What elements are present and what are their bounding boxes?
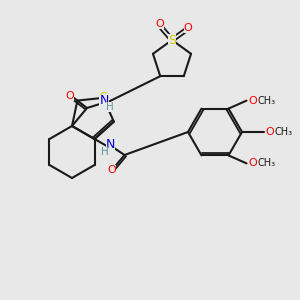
Text: H: H	[100, 147, 108, 157]
Text: N: N	[99, 94, 109, 107]
Text: O: O	[156, 19, 164, 29]
Text: O: O	[248, 96, 257, 106]
Text: CH₃: CH₃	[275, 127, 293, 137]
Text: O: O	[248, 158, 257, 168]
Text: S: S	[99, 92, 107, 104]
Text: CH₃: CH₃	[257, 158, 276, 168]
Text: O: O	[66, 91, 74, 101]
Text: CH₃: CH₃	[257, 96, 276, 106]
Text: O: O	[266, 127, 274, 137]
Text: N: N	[106, 139, 115, 152]
Text: O: O	[107, 165, 116, 175]
Text: O: O	[184, 23, 192, 33]
Text: H: H	[106, 102, 114, 112]
Text: S: S	[168, 34, 176, 46]
